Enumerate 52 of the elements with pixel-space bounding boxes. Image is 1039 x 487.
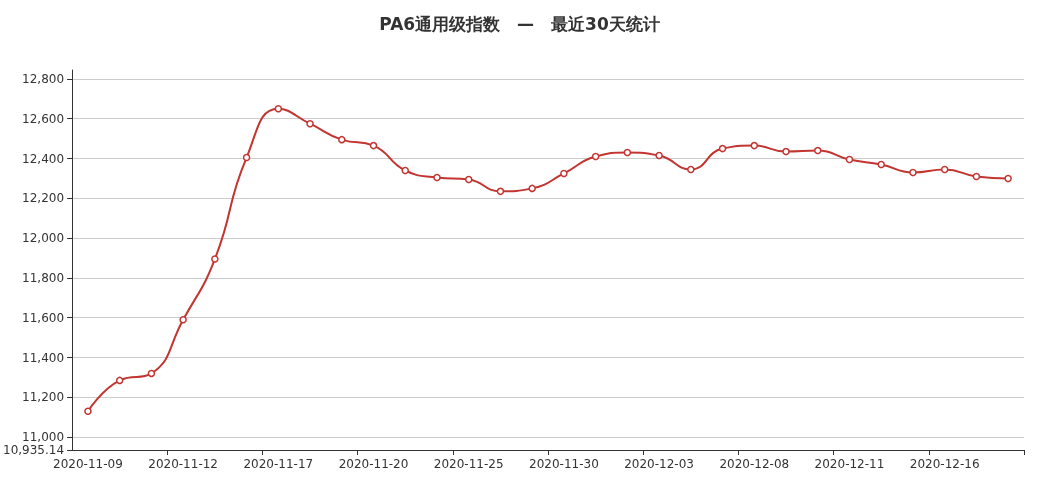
point (274, 105, 283, 113)
x-tick-label: 2020-11-17 (243, 457, 314, 471)
y-tick-label: 11,800 (22, 270, 65, 285)
point (306, 119, 314, 128)
y-tick-label: 12,400 (22, 151, 65, 166)
point (877, 160, 885, 169)
x-tick-label: 2020-12-16 (909, 457, 980, 471)
y-tick-label: 10,935.14 (2, 443, 65, 457)
x-tick-label: 2020-11-12 (148, 457, 219, 471)
y-tick-label: 11,000 (22, 430, 65, 445)
y-tick-label: 12,200 (22, 191, 65, 206)
point (1004, 174, 1012, 183)
y-tick-label: 11,400 (22, 350, 65, 365)
point (750, 141, 759, 150)
point (433, 173, 441, 182)
point (242, 153, 251, 162)
x-tick-label: 2020-11-25 (433, 457, 504, 471)
point (211, 255, 219, 263)
x-tick-label: 2020-12-03 (624, 457, 694, 471)
point (115, 376, 124, 385)
y-tick-label: 12,800 (22, 71, 65, 86)
x-tick-label: 2020-11-20 (338, 457, 409, 471)
y-tick-label: 12,600 (22, 111, 65, 126)
x-tick-label: 2020-11-30 (529, 457, 599, 471)
chart-title: PA6通用级指数 — 最近30天统计 (379, 13, 660, 34)
y-tick-label: 12,000 (22, 231, 65, 246)
point (369, 141, 378, 150)
x-tick-label: 2020-12-08 (719, 457, 790, 471)
point (496, 187, 505, 196)
y-tick-label: 11,200 (22, 390, 65, 405)
point (909, 168, 917, 177)
x-tick-label: 2020-11-09 (53, 457, 123, 471)
point (401, 166, 409, 175)
point (560, 169, 568, 178)
point (591, 152, 600, 161)
y-tick-label: 11,600 (22, 310, 65, 325)
point (338, 135, 346, 144)
x-tick-label: 2020-12-11 (814, 457, 885, 471)
point (687, 165, 695, 174)
point (179, 315, 187, 324)
point (972, 172, 981, 181)
point (147, 369, 156, 378)
point (655, 151, 663, 160)
point (718, 144, 727, 153)
point (528, 184, 536, 193)
point (464, 175, 473, 184)
point (84, 407, 92, 415)
point (845, 155, 854, 164)
point (623, 148, 632, 157)
point (940, 165, 949, 174)
point (814, 146, 822, 155)
point (782, 147, 790, 156)
